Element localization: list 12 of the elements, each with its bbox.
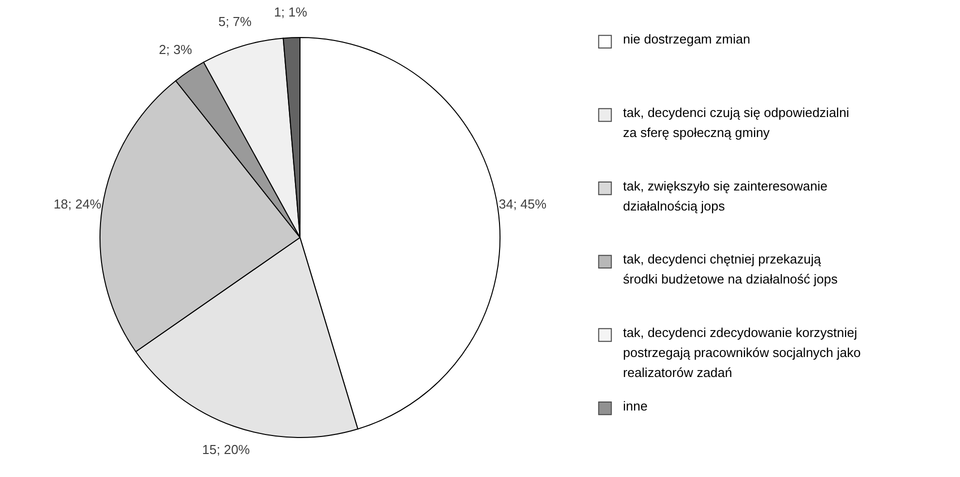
legend-label: tak, zwiększyło się zainteresowanie działalnością jops bbox=[623, 178, 828, 214]
data-label: 1; 1% bbox=[274, 4, 308, 20]
legend-label: tak, decydenci zdecydowanie korzystniej postrzegają pracowników socjalnych jako realizatorów zadań bbox=[623, 325, 861, 380]
data-label: 15; 20% bbox=[202, 442, 250, 457]
legend-label: inne bbox=[623, 398, 648, 414]
data-label: 2; 3% bbox=[158, 42, 193, 58]
data-label: 18; 24% bbox=[54, 196, 102, 212]
data-label: 5; 7% bbox=[218, 14, 252, 30]
legend-label: tak, decydenci chętniej przekazują środki budżetowe na działalność jops bbox=[623, 252, 838, 287]
data-label: 34; 45% bbox=[498, 196, 547, 212]
legend-label: tak, decydenci czują się odpowiedzialni za sferę społeczną gminy bbox=[623, 105, 850, 140]
legend-label: nie dostrzegam zmian bbox=[623, 32, 750, 47]
